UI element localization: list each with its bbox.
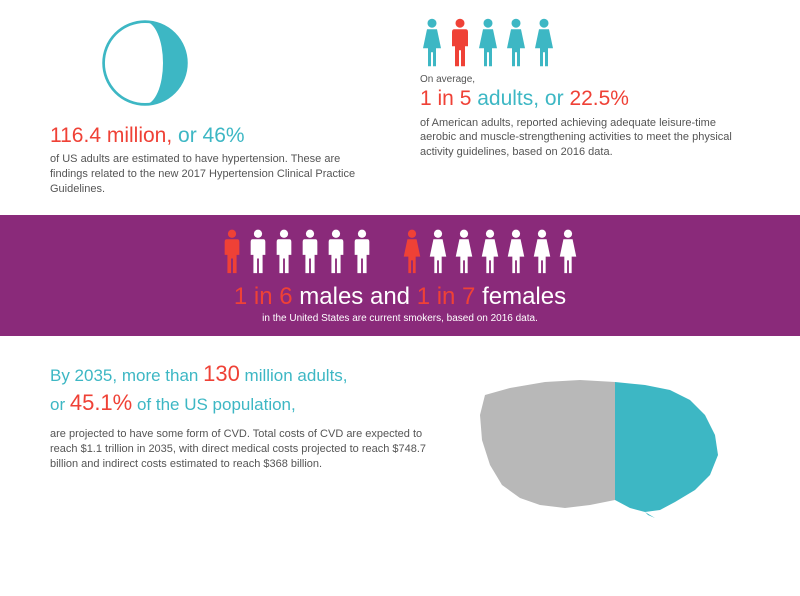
band-sub: in the United States are current smokers…	[50, 313, 750, 324]
stat-pct: 46%	[203, 124, 245, 147]
person-male-icon	[247, 229, 269, 275]
cvd-l2c: of the US population,	[132, 395, 296, 414]
female-ratio: 1 in 7	[417, 283, 476, 310]
stat-connector: or	[172, 124, 202, 147]
cvd-l1a: By 2035, more than	[50, 366, 203, 385]
person-female-icon	[557, 229, 579, 275]
pie-chart	[100, 18, 380, 113]
cvd-l2b: 45.1%	[70, 390, 132, 415]
smokers-band: 1 in 6 males and 1 in 7 females in the U…	[0, 215, 800, 336]
person-female-icon	[420, 18, 444, 68]
cvd-block: By 2035, more than 130 million adults, o…	[50, 360, 430, 472]
people-icons	[420, 18, 750, 68]
stat-value: 116.4 million,	[50, 124, 172, 147]
top-row: 116.4 million, or 46% of US adults are e…	[0, 0, 800, 215]
cvd-l1b: 130	[203, 361, 240, 386]
band-txt-b: males and	[293, 283, 417, 310]
hypertension-block: 116.4 million, or 46% of US adults are e…	[50, 18, 380, 197]
person-female-icon	[504, 18, 528, 68]
stat-ratio: 1 in 5	[420, 87, 471, 110]
hypertension-body: of US adults are estimated to have hyper…	[50, 152, 380, 197]
hypertension-headline: 116.4 million, or 46%	[50, 123, 380, 148]
person-female-icon	[401, 229, 423, 275]
bottom-row: By 2035, more than 130 million adults, o…	[0, 336, 800, 520]
band-headline: 1 in 6 males and 1 in 7 females	[50, 283, 750, 311]
us-map	[460, 360, 740, 520]
person-male-icon	[448, 18, 472, 68]
person-female-icon	[427, 229, 449, 275]
person-female-icon	[532, 18, 556, 68]
activity-block: On average, 1 in 5 adults, or 22.5% of A…	[420, 18, 750, 197]
male-ratio: 1 in 6	[234, 283, 293, 310]
band-people-row	[50, 229, 750, 275]
person-male-icon	[221, 229, 243, 275]
person-female-icon	[453, 229, 475, 275]
male-group	[221, 229, 373, 275]
stat-middle: adults, or	[471, 87, 569, 110]
person-male-icon	[273, 229, 295, 275]
activity-headline: 1 in 5 adults, or 22.5%	[420, 86, 750, 111]
activity-prefix: On average,	[420, 74, 750, 85]
person-male-icon	[325, 229, 347, 275]
band-txt-d: females	[475, 283, 566, 310]
person-female-icon	[505, 229, 527, 275]
female-group	[401, 229, 579, 275]
stat-pct: 22.5%	[569, 87, 629, 110]
person-female-icon	[479, 229, 501, 275]
person-male-icon	[299, 229, 321, 275]
person-male-icon	[351, 229, 373, 275]
person-female-icon	[476, 18, 500, 68]
cvd-l2a: or	[50, 395, 70, 414]
activity-body: of American adults, reported achieving a…	[420, 116, 750, 161]
cvd-headline: By 2035, more than 130 million adults, o…	[50, 360, 430, 417]
person-female-icon	[531, 229, 553, 275]
cvd-l1c: million adults,	[240, 366, 348, 385]
cvd-body: are projected to have some form of CVD. …	[50, 427, 430, 472]
